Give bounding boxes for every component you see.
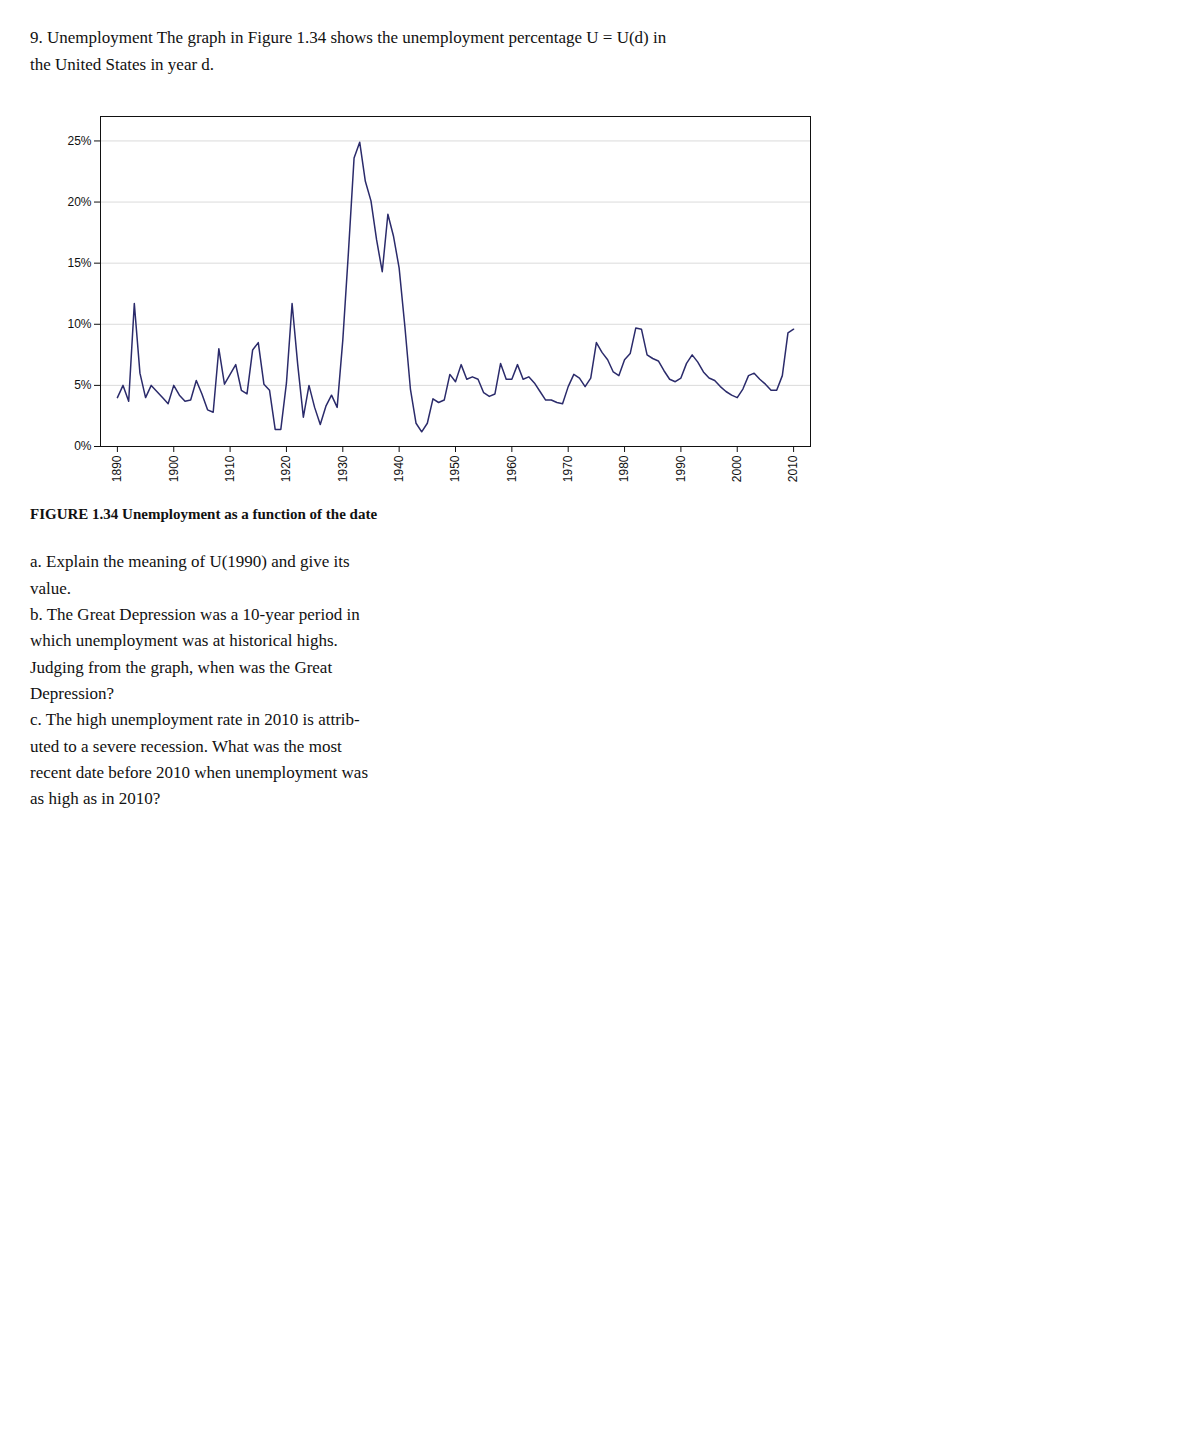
html-text:which unemployment was at hist: which unemployment was at historical hig… (30, 631, 338, 651)
html-text:a. Explain the meaning of U(19: a. Explain the meaning of U(1990) and gi… (30, 552, 350, 572)
html-text:FIGURE 1.34 Unemployment as a: FIGURE 1.34 Unemployment as a function o… (30, 506, 378, 523)
svg-text:1970: 1970 (561, 456, 575, 483)
svg-text:1930: 1930 (336, 456, 350, 483)
svg-text:15%: 15% (67, 256, 91, 270)
svg-text:1980: 1980 (617, 456, 631, 483)
svg-text:1940: 1940 (392, 456, 406, 483)
html-text:c. The high unemployment rate: c. The high unemployment rate in 2010 is… (30, 710, 360, 730)
html-text:Depression?: Depression? (30, 684, 114, 704)
svg-text:1890: 1890 (110, 456, 124, 483)
svg-text:0%: 0% (74, 440, 92, 454)
svg-text:25%: 25% (67, 134, 91, 148)
svg-text:1910: 1910 (223, 456, 237, 483)
svg-text:10%: 10% (67, 317, 91, 331)
svg-text:20%: 20% (67, 195, 91, 209)
svg-text:1900: 1900 (167, 456, 181, 483)
html-text:Judging from the graph, when w: Judging from the graph, when was the Gre… (30, 657, 333, 677)
svg-text:5%: 5% (74, 379, 92, 393)
svg-text:2010: 2010 (786, 456, 800, 483)
html-text:b. The Great Depression was a: b. The Great Depression was a 10-year pe… (30, 605, 360, 625)
svg-text:1950: 1950 (448, 456, 462, 483)
html-text:uted to a severe recession. Wh: uted to a severe recession. What was the… (30, 736, 342, 756)
svg-text:1990: 1990 (674, 456, 688, 483)
html-text:recent date before 2010 when u: recent date before 2010 when unemploymen… (30, 763, 368, 783)
html-text:as high as in 2010?: as high as in 2010? (30, 789, 161, 809)
html-text:9. Unemployment The graph in F: 9. Unemployment The graph in Figure 1.34… (30, 28, 667, 75)
html-text:value.: value. (30, 578, 72, 598)
svg-text:2000: 2000 (730, 456, 744, 483)
svg-text:1920: 1920 (279, 456, 293, 483)
svg-text:1960: 1960 (505, 456, 519, 483)
